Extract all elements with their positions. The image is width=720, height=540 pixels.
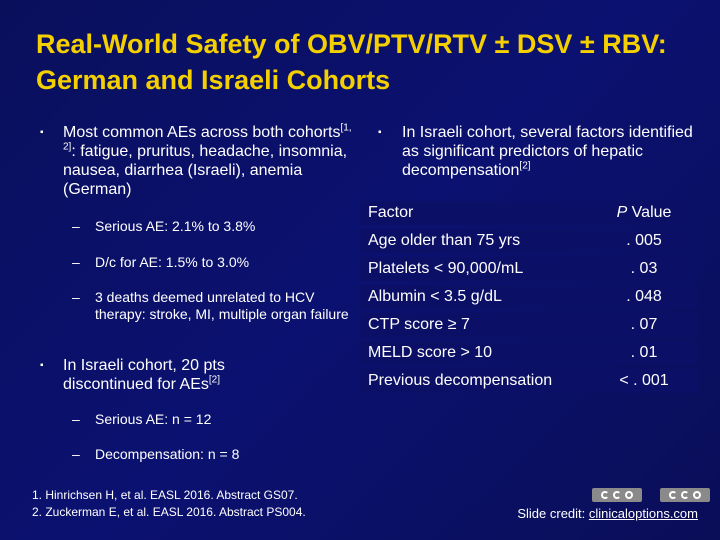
- factor-cell: Age older than 75 yrs: [360, 229, 590, 253]
- factor-cell: Previous decompensation: [360, 369, 590, 393]
- square-bullet-icon: ▪: [40, 127, 44, 138]
- bullet-text: : fatigue, pruritus, headache, insomnia,…: [63, 143, 348, 198]
- factor-cell: Platelets < 90,000/mL: [360, 257, 590, 281]
- sub-bullet-deaths: 3 deaths deemed unrelated to HCV therapy…: [95, 289, 349, 322]
- sub-bullet-dc-for-ae: D/c for AE: 1.5% to 3.0%: [95, 254, 250, 270]
- cco-logo-icon: [592, 488, 710, 502]
- factor-cell: Albumin < 3.5 g/dL: [360, 285, 590, 309]
- p-value-suffix: Value: [627, 204, 672, 221]
- credit-label: Slide credit:: [517, 506, 589, 521]
- credit-link[interactable]: clinicaloptions.com: [588, 506, 698, 521]
- p-value-cell: < . 001: [590, 369, 698, 393]
- factor-cell: MELD score > 10: [360, 341, 590, 365]
- references: 1. Hinrichsen H, et al. EASL 2016. Abstr…: [32, 487, 306, 521]
- reference-superscript: [2]: [208, 374, 220, 386]
- dash-marker: –: [72, 446, 80, 462]
- p-value-cell: . 07: [590, 313, 698, 337]
- ring-icon: [601, 491, 609, 499]
- ring-icon: [625, 491, 633, 499]
- bullet-israeli-discontinued: In Israeli cohort, 20 pts discontinued f…: [63, 356, 283, 394]
- logo-badge-icon: [592, 488, 642, 502]
- p-italic: P: [616, 204, 628, 221]
- reference-2: 2. Zuckerman E, et al. EASL 2016. Abstra…: [32, 505, 306, 519]
- dash-marker: –: [72, 218, 80, 234]
- table-row: Previous decompensation < . 001: [360, 369, 698, 393]
- table-header-row: Factor P Value: [360, 201, 698, 225]
- bullet-most-common-aes: Most common AEs across both cohorts[1, 2…: [63, 123, 353, 199]
- dash-marker: –: [72, 289, 80, 305]
- p-value-cell: . 048: [590, 285, 698, 309]
- slide-title: Real-World Safety of OBV/PTV/RTV ± DSV ±…: [36, 29, 667, 95]
- ring-icon: [693, 491, 701, 499]
- column-header-p-value: P Value: [590, 201, 698, 225]
- dash-marker: –: [72, 254, 80, 270]
- predictors-table: Factor P Value Age older than 75 yrs . 0…: [360, 197, 698, 397]
- ring-icon: [669, 491, 677, 499]
- sub-bullet-decompensation-n: Decompensation: n = 8: [95, 446, 240, 462]
- slide-credit: Slide credit: clinicaloptions.com: [517, 506, 698, 521]
- table-row: Platelets < 90,000/mL . 03: [360, 257, 698, 281]
- p-value-cell: . 01: [590, 341, 698, 365]
- logo-badge-icon: [660, 488, 710, 502]
- factor-cell: CTP score ≥ 7: [360, 313, 590, 337]
- sub-bullet-serious-ae: Serious AE: 2.1% to 3.8%: [95, 218, 256, 234]
- column-header-factor: Factor: [360, 201, 590, 225]
- table-row: MELD score > 10 . 01: [360, 341, 698, 365]
- bullet-text: In Israeli cohort, 20 pts discontinued f…: [63, 357, 225, 393]
- table-row: CTP score ≥ 7 . 07: [360, 313, 698, 337]
- sub-bullet-serious-ae-n: Serious AE: n = 12: [95, 411, 212, 427]
- bullet-text: Most common AEs across both cohorts: [63, 124, 341, 141]
- table-row: Albumin < 3.5 g/dL . 048: [360, 285, 698, 309]
- reference-superscript: [2]: [519, 160, 531, 172]
- p-value-cell: . 03: [590, 257, 698, 281]
- reference-1: 1. Hinrichsen H, et al. EASL 2016. Abstr…: [32, 488, 298, 502]
- ring-icon: [613, 491, 621, 499]
- dash-marker: –: [72, 411, 80, 427]
- ring-icon: [681, 491, 689, 499]
- reference-superscript: [1, 2]: [63, 122, 352, 153]
- square-bullet-icon: ▪: [378, 127, 382, 138]
- bullet-text: In Israeli cohort, several factors ident…: [402, 124, 693, 179]
- square-bullet-icon: ▪: [40, 360, 44, 371]
- p-value-cell: . 005: [590, 229, 698, 253]
- bullet-israeli-predictors: In Israeli cohort, several factors ident…: [402, 123, 702, 180]
- table-row: Age older than 75 yrs . 005: [360, 229, 698, 253]
